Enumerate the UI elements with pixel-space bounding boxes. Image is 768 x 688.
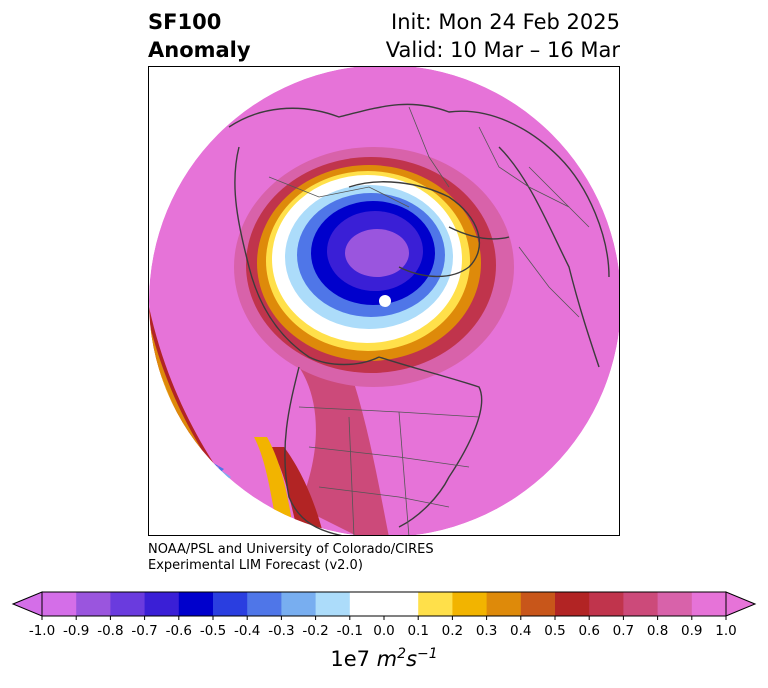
colorbar-tick-label: 0.2 bbox=[442, 623, 463, 639]
political-borders bbox=[268, 106, 590, 535]
colorbar-tick-label: 0.4 bbox=[510, 623, 531, 639]
colorbar-cell bbox=[657, 592, 693, 616]
colorbar-tick-label: -0.7 bbox=[131, 623, 157, 639]
units-m: m bbox=[376, 647, 398, 671]
colorbar-cells bbox=[41, 591, 727, 617]
colorbar-tick-label: 0.1 bbox=[407, 623, 428, 639]
colorbar-cell bbox=[110, 592, 146, 616]
colorbar-tick-label: 0.8 bbox=[647, 623, 668, 639]
na-west-yellow bbox=[254, 437, 294, 535]
init-date: Init: Mon 24 Feb 2025 bbox=[391, 10, 620, 34]
colorbar-tick-label: -0.5 bbox=[200, 623, 226, 639]
colorbar-tick-label: 0.6 bbox=[578, 623, 599, 639]
colorbar-tick-label: 0.3 bbox=[476, 623, 497, 639]
colorbar-cell bbox=[144, 592, 180, 616]
title-line-2: Anomaly bbox=[148, 38, 251, 62]
colorbar-cell bbox=[384, 592, 419, 616]
colorbar-tick-label: 0.0 bbox=[373, 623, 394, 639]
colorbar-cell bbox=[520, 592, 556, 616]
anomaly-field bbox=[149, 67, 619, 535]
colorbar-cell bbox=[213, 592, 248, 616]
polar-map bbox=[148, 66, 620, 536]
colorbar-cell bbox=[418, 592, 453, 616]
colorbar-cell bbox=[623, 592, 659, 616]
valid-range: Valid: 10 Mar – 16 Mar bbox=[385, 38, 620, 62]
colorbar-tick-label: 0.9 bbox=[681, 623, 702, 639]
colorbar-cell bbox=[486, 592, 522, 616]
colorbar-cell bbox=[281, 592, 317, 616]
colorbar-tick-label: -0.4 bbox=[234, 623, 260, 639]
na-west-red bbox=[269, 447, 324, 535]
credit-line-2: Experimental LIM Forecast (v2.0) bbox=[148, 558, 363, 573]
colorbar-tick-label: -0.2 bbox=[302, 623, 328, 639]
credit-line-1: NOAA/PSL and University of Colorado/CIRE… bbox=[148, 542, 434, 557]
colorbar-tick-label: 1.0 bbox=[715, 623, 736, 639]
pole-marker bbox=[379, 295, 391, 307]
colorbar-tick-label: -0.1 bbox=[337, 623, 363, 639]
colorbar-tick-label: -1.0 bbox=[29, 623, 55, 639]
core-center bbox=[345, 229, 409, 277]
colorbar-cell bbox=[315, 592, 351, 616]
colorbar-cell bbox=[178, 592, 214, 616]
colorbar-cell bbox=[349, 592, 385, 616]
colorbar-cell bbox=[452, 592, 488, 616]
colorbar-tick-label: 0.7 bbox=[613, 623, 634, 639]
colorbar-units: 1e7 m2s−1 bbox=[0, 646, 768, 671]
map-title: SF100 Anomaly bbox=[148, 8, 251, 64]
coastlines bbox=[228, 103, 610, 535]
units-base: 1e7 bbox=[330, 647, 377, 671]
units-s-exp: −1 bbox=[417, 646, 438, 662]
data-credit: NOAA/PSL and University of Colorado/CIRE… bbox=[148, 542, 434, 574]
na-west-band bbox=[299, 367, 389, 535]
colorbar-tick-label: -0.9 bbox=[63, 623, 89, 639]
colorbar-cell bbox=[691, 592, 727, 616]
forecast-dates: Init: Mon 24 Feb 2025 Valid: 10 Mar – 16… bbox=[386, 8, 620, 64]
map-svg bbox=[149, 67, 619, 535]
colorbar-cell bbox=[555, 592, 590, 616]
colorbar: -1.0 -0.9 -0.8 -0.7 -0.6 -0.5 -0.4 -0.3 -0.2 -0.1… bbox=[11, 591, 757, 639]
colorbar-extend-high bbox=[725, 591, 757, 617]
colorbar-ticks: -1.0 -0.9 -0.8 -0.7 -0.6 -0.5 -0.4 -0.3 -0.2 -0.1… bbox=[29, 616, 737, 639]
colorbar-cell bbox=[589, 592, 624, 616]
colorbar-tick-label: -0.6 bbox=[166, 623, 192, 639]
colorbar-cell bbox=[76, 592, 111, 616]
title-line-1: SF100 bbox=[148, 10, 222, 34]
units-s: s bbox=[406, 647, 418, 671]
colorbar-tick-label: -0.8 bbox=[97, 623, 123, 639]
colorbar-cell bbox=[247, 592, 282, 616]
colorbar-tick-label: -0.3 bbox=[268, 623, 294, 639]
colorbar-cell bbox=[42, 592, 77, 616]
colorbar-extend-low bbox=[11, 591, 43, 617]
colorbar-tick-label: 0.5 bbox=[544, 623, 565, 639]
units-m-exp: 2 bbox=[397, 646, 407, 662]
